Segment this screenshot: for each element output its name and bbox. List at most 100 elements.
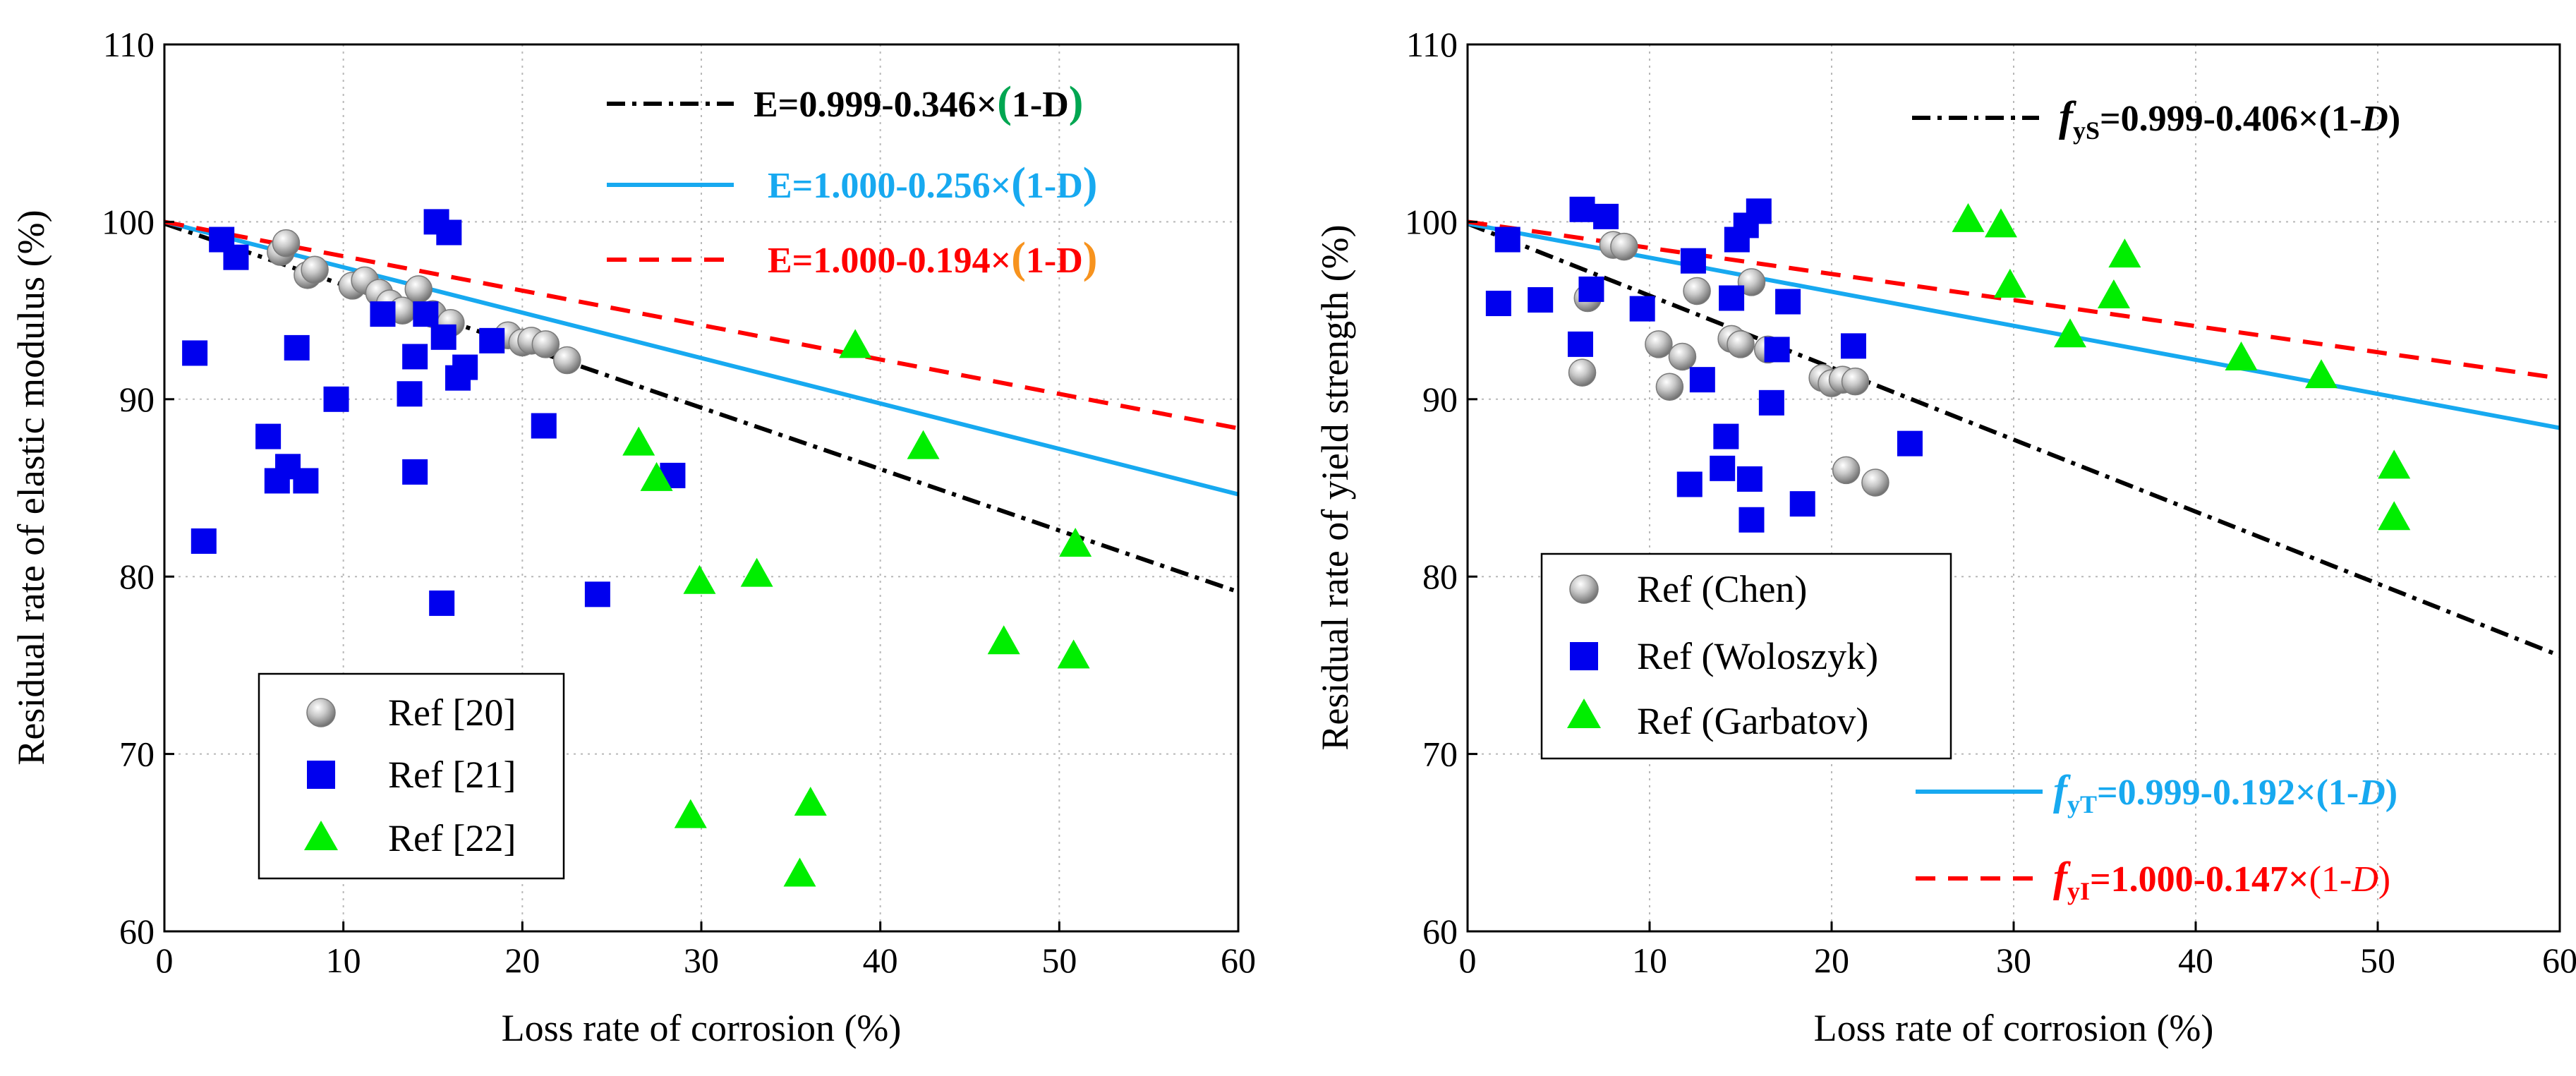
point-ref-woloszyk — [1758, 389, 1784, 416]
equation-label-4: fyT=0.999-0.192×(1-D) — [2053, 767, 2397, 818]
x-tick-label: 60 — [2542, 941, 2576, 980]
fit-line-dashed — [1468, 219, 2560, 381]
legend-marker-woloszyk — [1570, 642, 1598, 670]
point-ref-garbatov — [1952, 202, 1985, 232]
axis-ticks: 0 10 20 30 40 50 60 60 70 80 90 100 110 — [1405, 25, 2576, 980]
point-ref-woloszyk — [1629, 296, 1655, 322]
equation-5-rparen: ) — [2378, 859, 2390, 900]
y-tick-label: 90 — [119, 380, 155, 419]
point-ref-22 — [794, 786, 827, 816]
point-ref-21 — [370, 301, 396, 327]
legend-label-chen: Ref (Chen) — [1637, 568, 1807, 610]
point-ref-21 — [430, 324, 456, 350]
point-ref-22 — [783, 857, 816, 887]
point-ref-20 — [553, 346, 581, 375]
point-ref-22 — [907, 430, 940, 459]
fit-line-solid — [164, 219, 1238, 497]
point-ref-woloszyk — [1897, 430, 1923, 457]
equation-3-mid-a: 1- — [2331, 99, 2362, 139]
fit-line-solid — [1468, 221, 2560, 430]
equation-label-0: E=0.999-0.346×(1-D) — [754, 78, 1083, 126]
point-ref-woloszyk — [1719, 285, 1745, 311]
point-ref-21 — [323, 386, 349, 412]
x-tick-label: 60 — [1221, 941, 1256, 980]
equation-4-sub: yT — [2067, 790, 2097, 818]
point-ref-garbatov — [2378, 449, 2411, 479]
y-tick-label: 100 — [1405, 202, 1458, 241]
point-ref-chen — [1841, 367, 1870, 396]
fit-lines — [1468, 219, 2560, 658]
point-ref-woloszyk — [1494, 226, 1520, 253]
point-ref-22 — [740, 557, 773, 587]
point-ref-21 — [397, 381, 423, 407]
equation-1-lparen: ( — [1011, 159, 1026, 207]
point-ref-21 — [479, 327, 505, 353]
point-ref-woloszyk — [1676, 471, 1703, 497]
point-ref-woloszyk — [1713, 423, 1739, 449]
point-ref-woloszyk — [1593, 203, 1619, 229]
point-ref-garbatov — [2225, 341, 2258, 370]
point-ref-21 — [293, 468, 319, 494]
equation-2-lparen: ( — [1011, 234, 1026, 282]
y-tick-label: 80 — [1422, 557, 1458, 596]
point-ref-woloszyk — [1736, 466, 1762, 492]
x-tick-label: 50 — [2360, 941, 2395, 980]
equation-4-mid-a: 1- — [2328, 773, 2359, 813]
point-ref-21 — [531, 413, 557, 439]
x-tick-label: 30 — [1996, 941, 2031, 980]
equation-3-prefix: =0.999-0.406× — [2100, 99, 2319, 139]
grid-lines — [1468, 44, 2560, 931]
point-ref-21 — [182, 340, 208, 366]
point-ref-21 — [402, 344, 428, 370]
data-points — [1485, 196, 2411, 533]
equation-4-lparen: ( — [2316, 773, 2328, 813]
point-ref-woloszyk — [1775, 289, 1801, 315]
y-tick-label: 70 — [1422, 735, 1458, 774]
x-tick-label: 40 — [2178, 941, 2213, 980]
point-ref-woloszyk — [1569, 196, 1595, 222]
y-tick-label: 110 — [103, 25, 155, 64]
x-tick-label: 0 — [156, 941, 174, 980]
equation-5-mid-b: D — [2351, 859, 2378, 900]
legend: Ref [20] Ref [21] Ref [22] — [258, 672, 565, 880]
point-ref-21 — [584, 581, 610, 607]
x-tick-label: 0 — [1459, 941, 1477, 980]
x-tick-label: 10 — [1632, 941, 1667, 980]
point-ref-21 — [191, 528, 217, 554]
elastic-modulus-chart: 0 10 20 30 40 50 60 60 70 80 90 100 110 Loss rate of… — [10, 25, 1256, 1049]
equation-label-5: fyI=1.000-0.147×(1-D) — [2053, 854, 2390, 905]
x-tick-label: 10 — [326, 941, 361, 980]
equation-0-lparen: ( — [997, 78, 1012, 126]
y-tick-label: 70 — [119, 735, 155, 774]
point-ref-21 — [436, 219, 462, 246]
equation-label-2: E=1.000-0.194×(1-D) — [768, 234, 1097, 282]
point-ref-21 — [429, 590, 455, 616]
equation-0-mid: 1-D — [1012, 85, 1069, 125]
point-ref-chen — [1727, 330, 1755, 358]
point-ref-garbatov — [2053, 318, 2086, 348]
x-tick-label: 30 — [684, 941, 719, 980]
equation-3-lparen: ( — [2319, 99, 2331, 139]
y-tick-label: 60 — [1422, 912, 1458, 951]
fit-legend: E=0.999-0.346×(1-D) E=1.000-0.256×(1-D) … — [607, 78, 1097, 282]
point-ref-chen — [1668, 342, 1697, 371]
x-tick-label: 40 — [863, 941, 898, 980]
equation-1-prefix: E=1.000-0.256× — [768, 166, 1011, 206]
axis-ticks: 0 10 20 30 40 50 60 60 70 80 90 100 110 — [102, 25, 1256, 980]
point-ref-woloszyk — [1746, 198, 1772, 224]
equation-1-mid: 1-D — [1026, 166, 1083, 206]
equation-5-prefix: =1.000-0.147× — [2090, 859, 2309, 900]
legend-marker-chen — [1569, 574, 1599, 604]
point-ref-chen — [1568, 358, 1597, 387]
y-tick-label: 100 — [102, 202, 155, 241]
fit-legend: fyS=0.999-0.406×(1-D) fyT=0.999-0.192×(1… — [1912, 93, 2400, 905]
x-axis-label: Loss rate of corrosion (%) — [502, 1007, 902, 1049]
legend-marker-ref22 — [304, 821, 338, 850]
equation-4-rparen: ) — [2385, 773, 2397, 813]
point-ref-22 — [1059, 527, 1092, 557]
legend-label-ref21: Ref [21] — [388, 754, 516, 796]
point-ref-22 — [987, 625, 1020, 655]
y-tick-label: 110 — [1406, 25, 1458, 64]
point-ref-garbatov — [2305, 359, 2338, 389]
